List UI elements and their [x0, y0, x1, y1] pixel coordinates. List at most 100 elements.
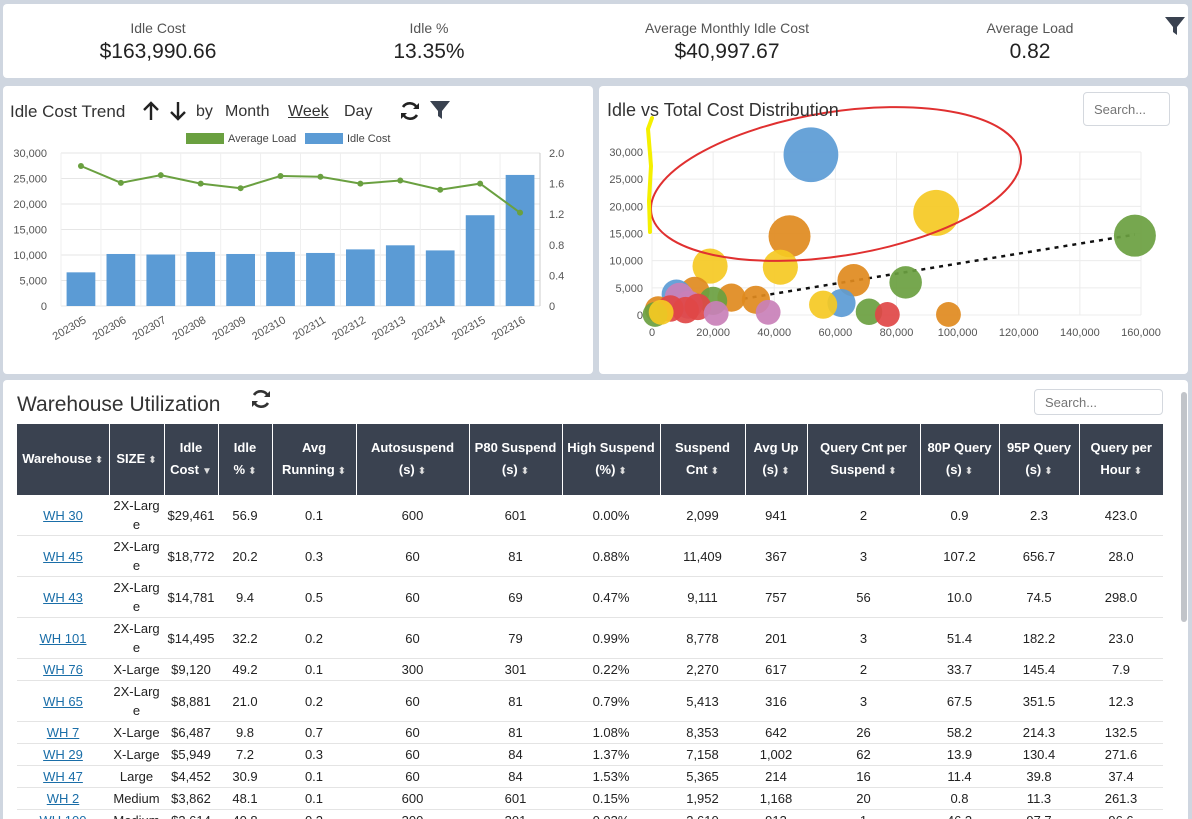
table-cell: 298.0: [1079, 576, 1163, 618]
utilization-title: Warehouse Utilization: [17, 393, 221, 416]
warehouse-link[interactable]: WH 2: [46, 791, 80, 806]
column-header[interactable]: SIZE ⬍: [109, 424, 165, 495]
period-week-button[interactable]: Week: [288, 103, 329, 120]
table-cell: 132.5: [1079, 721, 1163, 744]
warehouse-link[interactable]: WH 29: [43, 747, 83, 762]
table-row: WH 76 X-Large $9,120 49.2 0.1 300 301 0.22% 2,27…: [17, 658, 1163, 681]
filter-icon[interactable]: [1163, 14, 1187, 38]
warehouse-link[interactable]: WH 43: [43, 589, 83, 605]
column-header[interactable]: High Suspend (%) ⬍: [562, 424, 661, 495]
column-header[interactable]: Query Cnt per Suspend ⬍: [807, 424, 921, 495]
column-header[interactable]: 80P Query (s) ⬍: [920, 424, 1000, 495]
sort-ascending-icon[interactable]: [141, 100, 161, 122]
table-cell: 7.9: [1079, 658, 1163, 681]
column-header[interactable]: Idle Cost ▼: [164, 424, 219, 495]
sort-icon[interactable]: ⬍: [148, 454, 157, 466]
sort-icon[interactable]: ⬍: [248, 465, 257, 477]
column-header[interactable]: Avg Up (s) ⬍: [745, 424, 808, 495]
table-cell: 913: [745, 809, 807, 819]
table-cell: 58.2: [920, 721, 999, 744]
average-load-point: [237, 185, 244, 192]
table-cell: 0.1: [272, 658, 356, 681]
table-cell: 0.99%: [562, 617, 660, 659]
refresh-icon[interactable]: [398, 99, 422, 123]
table-cell: WH 29: [17, 743, 109, 766]
idle-cost-trend-panel: 0 5,000 10,000 15,000 20,000 25,000 30,000 0 0.4…: [3, 86, 593, 374]
warehouse-link[interactable]: WH 76: [43, 662, 83, 677]
column-header-label: High Suspend (%): [567, 439, 655, 477]
column-header[interactable]: Idle % ⬍: [218, 424, 273, 495]
warehouse-link[interactable]: WH 65: [43, 693, 83, 709]
sort-icon[interactable]: ⬍: [710, 465, 720, 477]
period-month-button[interactable]: Month: [225, 103, 270, 120]
warehouse-link[interactable]: WH 100: [40, 813, 87, 819]
sort-descending-icon[interactable]: [168, 100, 188, 122]
sort-icon[interactable]: ⬍: [520, 465, 530, 477]
table-cell: 601: [469, 495, 562, 536]
idle-cost-bar: [425, 250, 455, 306]
idle-cost-bar: [306, 252, 335, 306]
table-cell: 642: [745, 721, 807, 744]
kpi-idle-cost: Idle Cost $163,990.66: [38, 20, 278, 64]
y-tick-label: 15,000: [609, 229, 643, 241]
column-header[interactable]: Avg Running ⬍: [272, 424, 357, 495]
sort-icon[interactable]: ⬍: [337, 465, 347, 477]
warehouse-link[interactable]: WH 101: [39, 630, 87, 646]
table-cell: 81: [469, 721, 562, 744]
table-cell: 84: [469, 765, 562, 788]
warehouse-link[interactable]: WH 7: [46, 725, 80, 740]
table-cell: 46.3: [920, 809, 999, 819]
scatter-search-input[interactable]: [1083, 92, 1170, 126]
table-cell: 1.53%: [562, 765, 660, 788]
table-cell: 40.8: [218, 809, 272, 819]
sort-icon[interactable]: ⬍: [781, 465, 790, 477]
refresh-icon[interactable]: [249, 387, 273, 411]
sort-icon[interactable]: ⬍: [964, 465, 974, 477]
warehouse-link[interactable]: WH 45: [43, 548, 83, 564]
average-load-point: [317, 173, 324, 180]
warehouse-link[interactable]: WH 30: [43, 507, 83, 523]
column-header-label: Avg Up (s): [753, 439, 799, 477]
sort-icon[interactable]: ⬍: [1133, 465, 1143, 477]
filter-icon[interactable]: [428, 98, 452, 122]
x-tick-label: 60,000: [819, 327, 853, 339]
utilization-search-input[interactable]: [1034, 389, 1163, 415]
table-cell: 0.2: [272, 617, 356, 659]
table-cell: 9.4: [218, 576, 272, 618]
column-header[interactable]: P80 Suspend (s) ⬍: [469, 424, 563, 495]
column-header[interactable]: Query per Hour ⬍: [1079, 424, 1163, 495]
table-cell: 33.7: [920, 658, 999, 681]
y-tick-label: 0: [637, 310, 643, 322]
column-header[interactable]: Warehouse ⬍: [17, 424, 110, 495]
x-tick-label: 202314: [410, 314, 448, 343]
average-load-point: [477, 180, 484, 187]
table-cell: 0.00%: [562, 495, 660, 536]
table-cell: 941: [745, 495, 807, 536]
table-cell: 0.15%: [562, 787, 660, 810]
column-header[interactable]: Suspend Cnt ⬍: [660, 424, 746, 495]
sort-icon[interactable]: ⬍: [417, 465, 427, 477]
sort-desc-icon[interactable]: ▼: [201, 465, 212, 477]
table-cell: 600: [356, 787, 469, 810]
column-header[interactable]: Autosuspend (s) ⬍: [356, 424, 470, 495]
sort-icon[interactable]: ⬍: [888, 465, 897, 477]
table-cell: 20.2: [218, 535, 272, 577]
table-cell: 0.2: [272, 680, 356, 722]
warehouse-link[interactable]: WH 47: [43, 769, 83, 784]
sort-icon[interactable]: ⬍: [1044, 465, 1053, 477]
period-day-button[interactable]: Day: [344, 103, 373, 120]
x-tick-label: 202310: [250, 314, 288, 343]
column-header[interactable]: 95P Query (s) ⬍: [999, 424, 1080, 495]
idle-cost-bar: [346, 249, 375, 306]
table-cell: 201: [745, 617, 807, 659]
vertical-scrollbar[interactable]: [1181, 392, 1187, 622]
sort-icon[interactable]: ⬍: [618, 465, 627, 477]
table-cell: 28.0: [1079, 535, 1163, 577]
table-cell: 26: [807, 721, 920, 744]
table-cell: Large: [109, 765, 164, 788]
table-cell: 5,413: [660, 680, 745, 722]
trend-title: Idle Cost Trend: [10, 102, 126, 121]
table-cell: 214.3: [999, 721, 1079, 744]
idle-cost-bar: [146, 254, 176, 306]
sort-icon[interactable]: ⬍: [94, 454, 104, 466]
